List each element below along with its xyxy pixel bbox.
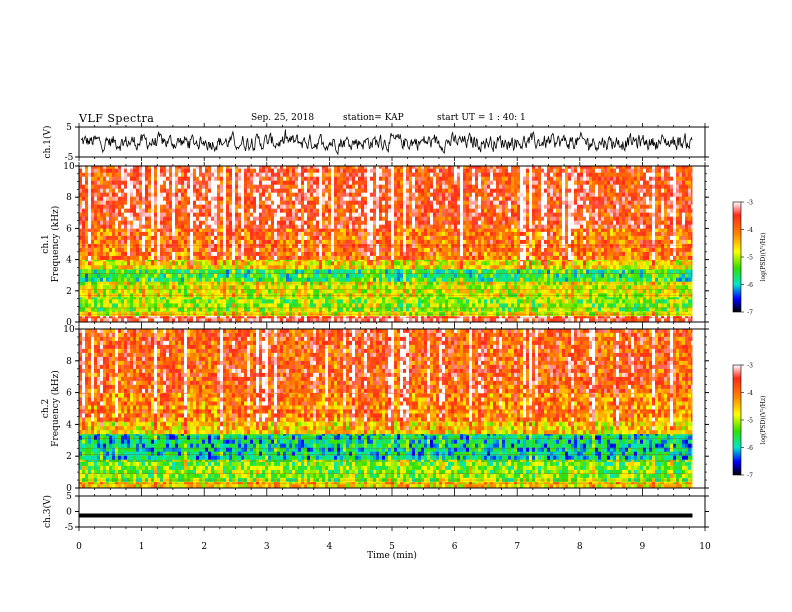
x-tick-label-1: 1 xyxy=(139,542,145,552)
x-tick-label-6: 6 xyxy=(452,542,458,552)
y-tick-label-10: 10 xyxy=(63,162,75,172)
colorbar-2 xyxy=(732,364,742,476)
y-tick-label-6: 6 xyxy=(66,224,72,234)
y-tick-label-2: 2 xyxy=(66,452,72,462)
colorbar-tick-label--5: -5 xyxy=(747,418,753,425)
station-label: station= KAP xyxy=(343,113,404,123)
ch1-waveform-line xyxy=(80,129,693,156)
x-tick-label-2: 2 xyxy=(201,542,207,552)
colorbar-tick-label--6: -6 xyxy=(747,282,753,289)
no-data-region xyxy=(692,329,705,488)
spectrogram-2-image xyxy=(79,329,705,489)
spectrogram-1-ylabel: Frequency (kHz) xyxy=(50,206,61,283)
ch1-waveform-ytick--5: -5 xyxy=(65,153,74,163)
x-tick-label-5: 5 xyxy=(389,542,395,552)
colorbar-tick-label--3: -3 xyxy=(747,200,753,207)
colorbar-tick-label--4: -4 xyxy=(747,390,753,397)
y-tick-label-0: 0 xyxy=(66,484,72,494)
colorbar-tick-label--4: -4 xyxy=(747,227,753,234)
x-tick-label-9: 9 xyxy=(640,542,646,552)
x-tick-label-8: 8 xyxy=(577,542,583,552)
colorbar-tick-label--5: -5 xyxy=(747,255,753,262)
x-tick-label-0: 0 xyxy=(76,542,82,552)
colorbar-1 xyxy=(732,201,742,313)
y-tick-label-6: 6 xyxy=(66,389,72,399)
x-tick-label-7: 7 xyxy=(514,542,520,552)
x-axis-label: Time (min) xyxy=(367,550,417,561)
colorbar-tick-label--3: -3 xyxy=(747,363,753,370)
y-tick-label-4: 4 xyxy=(66,256,72,266)
y-tick-label-4: 4 xyxy=(66,420,72,430)
y-tick-label-8: 8 xyxy=(66,357,72,367)
spectrogram-1-image xyxy=(79,166,705,323)
x-tick-label-3: 3 xyxy=(264,542,270,552)
colorbar-2-label: log(PSD)(V²/Hz) xyxy=(760,396,767,445)
colorbar-1-label: log(PSD)(V²/Hz) xyxy=(760,233,767,282)
colorbar-tick-label--6: -6 xyxy=(747,445,753,452)
ch3-waveform-line xyxy=(79,513,693,518)
date-label: Sep. 25, 2018 xyxy=(251,113,315,123)
y-tick-label-10: 10 xyxy=(63,325,75,335)
x-tick-label-10: 10 xyxy=(699,542,711,552)
ch3-waveform-ylabel: ch.3(V) xyxy=(42,495,53,528)
y-tick-label-8: 8 xyxy=(66,193,72,203)
ch3-waveform-ytick-5: 5 xyxy=(66,492,72,502)
colorbar-tick-label--7: -7 xyxy=(747,310,753,317)
colorbar-tick-label--7: -7 xyxy=(747,473,753,480)
spectrogram-2-ylabel: Frequency (kHz) xyxy=(50,370,61,447)
x-tick-label-4: 4 xyxy=(327,542,333,552)
start-time-label: start UT = 1 : 40: 1 xyxy=(437,113,526,123)
ch1-waveform-ylabel: ch.1(V) xyxy=(42,126,53,159)
spectrogram-1-channel-label: ch.1 xyxy=(41,234,51,253)
y-tick-label-0: 0 xyxy=(66,318,72,328)
plot-title: VLF Spectra xyxy=(79,112,155,125)
ch3-waveform-frame xyxy=(78,495,706,528)
y-tick-label-2: 2 xyxy=(66,287,72,297)
spectrogram-2-channel-label: ch.2 xyxy=(41,399,51,418)
ch1-waveform-ytick-5: 5 xyxy=(66,123,72,133)
ch3-waveform-ytick--5: -5 xyxy=(65,523,74,533)
no-data-region xyxy=(692,166,705,322)
ch3-waveform-ytick-0: 0 xyxy=(66,508,72,518)
